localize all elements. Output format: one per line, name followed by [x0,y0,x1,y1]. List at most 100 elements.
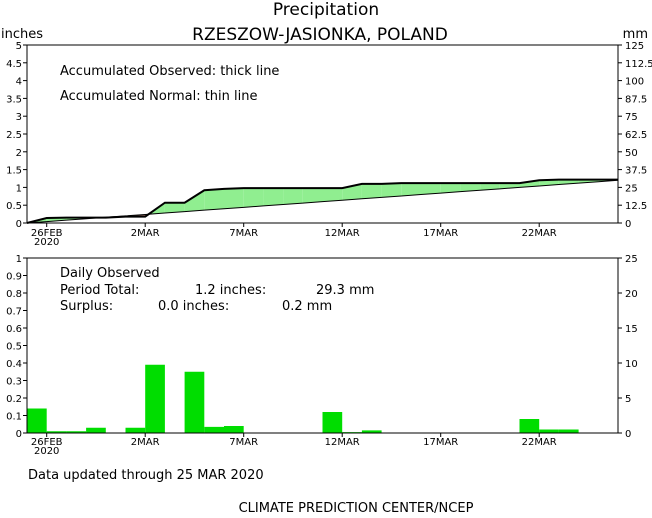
unit-left-label: inches [1,27,43,42]
y-left-tick-label: 1 [16,254,22,265]
y-left-tick-label: 0.6 [6,324,22,335]
difference-fill [263,188,284,206]
y-left-tick-label: 1 [16,183,22,194]
y-right-tick-label: 10 [625,359,638,370]
station-name: RZESZOW-JASIONKA, POLAND [192,25,448,45]
credit-note: CLIMATE PREDICTION CENTER/NCEP [239,501,474,516]
difference-fill [460,183,481,192]
legend-observed: Accumulated Observed: thick line [60,64,279,79]
difference-fill [440,183,461,194]
y-left-tick-label: 2 [16,148,22,159]
y-right-tick-label: 75 [625,112,638,123]
y-left-tick-label: 0.5 [6,201,22,212]
x-tick-label: 7MAR [229,228,258,239]
daily-bar [27,408,47,433]
x-tick-label: 2MAR [131,437,160,448]
y-right-tick-label: 20 [625,289,638,300]
daily-bar [224,426,244,433]
difference-fill [539,179,559,186]
x-tick-label: 17MAR [423,437,458,448]
legend-normal: Accumulated Normal: thin line [60,89,258,104]
period-total-inches: 1.2 inches: [195,283,266,298]
updated-note: Data updated through 25 MAR 2020 [28,468,264,483]
y-right-tick-label: 0 [625,429,631,440]
daily-bar [46,431,67,433]
x-tick-sublabel: 2020 [34,237,59,248]
difference-fill [322,188,343,202]
y-left-tick-label: 0.8 [6,289,22,300]
daily-bar [361,430,382,433]
y-left-tick-label: 0.3 [6,377,22,388]
daily-bar [519,419,540,433]
x-tick-sublabel: 2020 [34,446,59,457]
y-right-tick-label: 15 [625,324,638,335]
y-right-tick-label: 62.5 [625,130,647,141]
y-left-tick-label: 3 [16,112,22,123]
daily-bar [66,431,87,433]
y-left-tick-label: 0.7 [6,307,22,318]
y-left-tick-label: 2.5 [6,130,22,141]
y-right-tick-label: 0 [625,219,631,230]
x-tick-label: 22MAR [522,228,557,239]
daily-bar [322,412,343,433]
y-right-tick-label: 25 [625,183,638,194]
observed-line [26,178,618,224]
x-tick-label: 2MAR [131,228,160,239]
y-left-tick-label: 5 [16,41,22,52]
unit-right-label: mm [623,27,648,42]
x-tick-label: 22MAR [522,437,557,448]
difference-fill [243,188,264,208]
y-right-tick-label: 100 [625,77,644,88]
difference-fill [184,190,205,212]
difference-fill [302,188,323,204]
period-total-mm: 29.3 mm [316,283,374,298]
x-tick-label: 26FEB [31,437,63,448]
y-left-tick-label: 0 [16,429,22,440]
y-right-tick-label: 87.5 [625,94,647,105]
y-right-tick-label: 112.5 [625,59,652,70]
x-tick-label: 12MAR [325,228,360,239]
daily-title: Daily Observed [60,266,160,281]
y-right-tick-label: 37.5 [625,166,647,177]
x-tick-label: 26FEB [31,228,63,239]
surplus-mm: 0.2 mm [282,299,332,314]
y-left-tick-label: 1.5 [6,166,22,177]
difference-fill [204,188,224,211]
difference-fill [224,188,244,209]
daily-bar [184,371,205,433]
y-left-tick-label: 0.5 [6,342,22,353]
y-right-tick-label: 25 [625,254,638,265]
x-tick-label: 7MAR [229,437,258,448]
y-right-tick-label: 50 [625,148,638,159]
x-tick-label: 17MAR [423,228,458,239]
difference-fill [480,183,500,191]
daily-bar [145,364,165,433]
period-total-label: Period Total: [60,283,139,298]
y-right-tick-label: 5 [625,394,631,405]
y-left-tick-label: 0.4 [6,359,22,370]
surplus-label: Surplus: [60,299,113,314]
daily-bar [204,426,224,433]
daily-bar [125,427,146,433]
daily-bar [86,427,106,433]
normal-line [26,179,619,224]
difference-fill [283,188,303,205]
x-tick-label: 12MAR [325,437,360,448]
accumulated-panel: 00.511.522.533.544.55012.52537.55062.575… [6,41,652,248]
difference-fill [381,183,402,198]
daily-bar [558,429,579,433]
y-right-tick-label: 125 [625,41,644,52]
y-left-tick-label: 4 [16,77,22,88]
chart-title: Precipitation [273,0,379,20]
y-left-tick-label: 3.5 [6,94,22,105]
y-right-tick-label: 12.5 [625,201,647,212]
daily-panel: 00.10.20.30.40.50.60.70.80.9105101520252… [6,254,638,457]
difference-fill [421,183,441,195]
daily-bar [539,429,559,433]
y-left-tick-label: 0.9 [6,272,22,283]
difference-fill [401,183,421,196]
difference-fill [361,183,382,199]
surplus-inches: 0.0 inches: [158,299,229,314]
difference-fill [164,202,185,214]
